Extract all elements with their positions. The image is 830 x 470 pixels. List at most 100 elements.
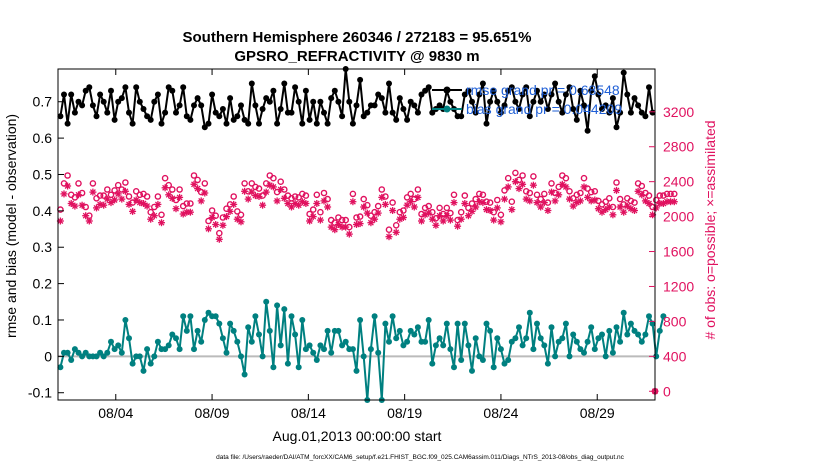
obs-possible-point (104, 186, 111, 193)
obs-assimilated-point (89, 188, 97, 196)
obs-possible-point (504, 174, 512, 182)
obs-possible-point (660, 192, 667, 199)
rmse-point (198, 102, 205, 109)
obs-assimilated-point (85, 217, 93, 225)
bias-point (497, 346, 504, 353)
obs-possible-point (273, 188, 281, 196)
rmse-point (541, 91, 548, 98)
rmse-point (140, 106, 147, 112)
rmse-point (447, 98, 454, 105)
rmse-point (577, 87, 584, 94)
rmse-point (537, 98, 544, 105)
rmse-point (180, 84, 187, 91)
obs-assimilated-point (82, 212, 90, 220)
rmse-point (321, 109, 327, 116)
x-axis-label: Aug.01,2013 00:00:00 start (273, 428, 442, 444)
bias-point (122, 317, 129, 323)
obs-assimilated-point (580, 183, 588, 191)
rmse-point (411, 102, 418, 109)
obs-assimilated-point (486, 207, 494, 214)
obs-possible-point (392, 221, 400, 229)
obs-assimilated-point (237, 218, 245, 226)
rmse-point (79, 102, 86, 109)
obs-assimilated-point (436, 212, 444, 220)
rmse-point (624, 91, 631, 98)
obs-assimilated-point (154, 200, 162, 208)
obs-assimilated-point (60, 190, 68, 198)
bias-point (252, 313, 259, 320)
bias-point (187, 313, 194, 320)
obs-possible-point (497, 211, 505, 219)
bias-point (241, 371, 248, 378)
obs-assimilated-point (526, 197, 534, 205)
obs-assimilated-point (605, 203, 613, 211)
rmse-point (234, 113, 241, 120)
rmse-point (530, 98, 537, 105)
rmse-point (223, 120, 230, 127)
rmse-point (227, 95, 234, 102)
bias-point (198, 338, 205, 345)
rmse-point (382, 109, 389, 116)
rmse-point (176, 102, 183, 109)
rmse-point (187, 116, 194, 123)
obs-assimilated-point (313, 200, 321, 207)
rmse-point (68, 91, 75, 98)
y-tick-label-right: 2800 (663, 139, 694, 155)
bias-point (544, 360, 551, 367)
obs-possible-point (656, 192, 664, 199)
obs-possible-point (486, 199, 494, 206)
obs-possible-point (606, 194, 613, 202)
obs-assimilated-point (125, 200, 133, 208)
obs-possible-point (522, 187, 530, 195)
bias-point (559, 335, 566, 342)
bias-point (440, 342, 447, 349)
rmse-point (219, 106, 226, 112)
bias-point (516, 324, 522, 331)
obs-assimilated-point (147, 215, 155, 223)
rmse-point (64, 120, 71, 127)
rmse-point (216, 113, 223, 120)
obs-possible-point (671, 190, 678, 198)
obs-assimilated-point (428, 215, 436, 223)
bias-point (436, 335, 443, 342)
obs-assimilated-point (67, 200, 75, 207)
bias-point (627, 320, 634, 327)
obs-assimilated-point (501, 195, 508, 203)
obs-assimilated-point (555, 191, 563, 199)
bias-point (349, 346, 356, 353)
rmse-point (212, 109, 219, 116)
obs-possible-point (114, 181, 122, 189)
obs-possible-point (136, 191, 144, 199)
bias-point (646, 313, 652, 320)
obs-possible-point (533, 191, 541, 199)
obs-assimilated-point (446, 216, 454, 224)
rmse-point (494, 98, 501, 105)
obs-assimilated-point (490, 216, 498, 224)
rmse-point (479, 80, 486, 87)
obs-assimilated-point (197, 197, 205, 205)
bias-point (140, 367, 147, 374)
obs-assimilated-point (519, 180, 527, 188)
obs-possible-point (555, 183, 563, 191)
rmse-point (602, 102, 609, 109)
rmse-point (346, 98, 353, 105)
obs-possible-point (367, 212, 375, 219)
bias-point (219, 335, 226, 342)
obs-assimilated-point (186, 208, 194, 216)
obs-possible-point (306, 210, 313, 218)
rmse-point (100, 98, 107, 105)
bias-point (404, 338, 411, 345)
y-tick-label-left: -0.1 (28, 385, 52, 401)
bias-point (335, 327, 342, 334)
rmse-point (638, 109, 645, 116)
obs-assimilated-point (78, 201, 86, 209)
rmse-point (270, 87, 277, 94)
bias-point (129, 360, 136, 367)
rmse-point (252, 102, 259, 109)
bias-point (284, 360, 291, 367)
rmse-point (266, 98, 273, 105)
bias-point (505, 357, 512, 363)
bias-point (263, 298, 270, 305)
bias-point (245, 324, 252, 331)
y-tick-label-left: 0.7 (33, 94, 53, 110)
